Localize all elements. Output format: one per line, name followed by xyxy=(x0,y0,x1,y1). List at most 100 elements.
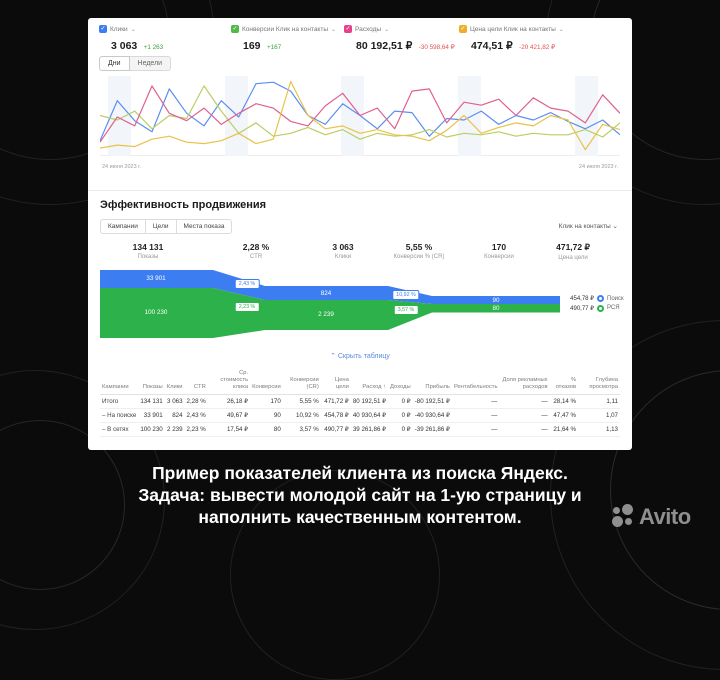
column-header[interactable]: Клики xyxy=(164,368,185,395)
tab-days[interactable]: Дни xyxy=(99,56,130,71)
table-cell: 454,78 ₽ xyxy=(320,408,351,423)
funnel-search-conversions: 90 xyxy=(492,296,500,304)
table-cell: 2,43 % xyxy=(184,408,208,423)
column-header[interactable]: Расход ↑ xyxy=(350,368,389,395)
weekend-band xyxy=(458,76,481,156)
table-cell: 33 901 xyxy=(138,408,165,423)
metric-value: 3 063 xyxy=(111,40,138,52)
series-line xyxy=(100,81,620,141)
section-divider xyxy=(88,190,632,191)
dashboard-screenshot: ✓ Клики ⌄ 3 063 +1 263 ✓ Конверсии Клик … xyxy=(88,18,632,450)
table-cell: 170 xyxy=(250,394,283,409)
table-cell: Итого xyxy=(100,394,139,409)
table-cell: – На поиске xyxy=(100,408,139,423)
stat-label: Конверсии xyxy=(484,254,514,260)
stat-value: 471,72 ₽ xyxy=(556,242,590,252)
stat-value: 5,55 % xyxy=(405,242,433,252)
column-header[interactable]: % отказов xyxy=(549,368,579,395)
chevron-down-icon[interactable]: ⌄ xyxy=(331,26,337,33)
table-row[interactable]: Итого 134 131 3 063 2,28 % 26,18 ₽170 5,55 % 4… xyxy=(100,394,620,409)
table-row[interactable]: – На поиске 33 901 824 2,43 % 49,67 ₽90 10,92… xyxy=(100,408,620,423)
column-header[interactable]: Ср. стоимость клика xyxy=(207,368,251,395)
stat-value: 170 xyxy=(491,242,507,252)
tab-weeks[interactable]: Недели xyxy=(129,56,172,71)
table-cell: 2 239 xyxy=(164,422,185,437)
chevron-down-icon[interactable]: ⌄ xyxy=(130,26,136,33)
column-header[interactable]: Прибыль xyxy=(412,368,452,395)
column-header[interactable]: CTR xyxy=(184,368,208,395)
chevron-down-icon[interactable]: ⌄ xyxy=(384,26,390,33)
weekend-band xyxy=(575,76,598,156)
table-cell: — xyxy=(451,394,500,409)
table-cell: -40 930,64 ₽ xyxy=(412,408,452,423)
metric-conversions: ✓ Конверсии Клик на контакты ⌄ 169 +167 xyxy=(231,25,336,54)
table-cell: — xyxy=(451,408,500,423)
chart-plot-area xyxy=(100,76,620,156)
metric-value: 474,51 ₽ xyxy=(471,40,513,52)
stat-value: 2,28 % xyxy=(242,242,270,252)
chevron-down-icon[interactable]: ⌄ xyxy=(558,26,564,33)
network-radio-icon[interactable] xyxy=(597,304,604,312)
column-header[interactable]: Глубина просмотра xyxy=(578,368,620,395)
funnel-chart: 33 901 100 230 2,43 % 2,23 % 824 2 239 1… xyxy=(100,270,624,350)
line-chart: 24 июня 2023 г. 24 июля 2023 г. xyxy=(100,76,620,170)
chart-series-lines xyxy=(100,80,620,151)
search-cpa-value: 454,78 ₽ xyxy=(570,296,594,302)
table-cell: 80 192,51 ₽ xyxy=(350,394,389,409)
x-axis-start-date: 24 июня 2023 г. xyxy=(102,164,142,170)
checkbox-goal-cost[interactable]: ✓ xyxy=(459,25,467,33)
metric-clicks: ✓ Клики ⌄ 3 063 +1 263 xyxy=(99,25,163,54)
table-cell: – В сетях xyxy=(100,422,139,437)
network-legend-label: РСЯ xyxy=(607,305,620,311)
metric-delta: -20 421,82 ₽ xyxy=(519,44,556,51)
tab-placements[interactable]: Места показа xyxy=(176,219,233,234)
series-line xyxy=(100,85,620,143)
ad-caption: Пример показателей клиента из поиска Янд… xyxy=(60,462,660,529)
stat-cr: 5,55 % Конверсии % (CR) xyxy=(384,242,454,262)
table-cell: 28,14 % xyxy=(549,394,579,409)
metric-delta: +1 263 xyxy=(143,44,164,51)
column-header[interactable]: Рентабельность xyxy=(451,368,500,395)
stat-label: Клики xyxy=(334,254,352,260)
tab-campaigns[interactable]: Кампании xyxy=(100,219,146,234)
column-header[interactable]: Кампании xyxy=(100,368,139,395)
column-header[interactable]: Доходы xyxy=(388,368,413,395)
hide-table-link[interactable]: ⌃ Скрыть таблицу xyxy=(330,353,390,360)
section-title: Эффективность продвижения xyxy=(100,199,267,211)
table-row[interactable]: – В сетях 100 230 2 239 2,23 % 17,54 ₽80 3,57… xyxy=(100,422,620,437)
table-cell: 3,57 % xyxy=(282,422,321,437)
tab-goals[interactable]: Цели xyxy=(145,219,177,234)
funnel-network-impressions: 100 230 xyxy=(144,309,168,316)
funnel-shapes xyxy=(100,270,560,338)
checkbox-clicks[interactable]: ✓ xyxy=(99,25,107,33)
stat-label: Конверсии % (CR) xyxy=(393,254,445,260)
metric-value: 80 192,51 ₽ xyxy=(356,40,413,52)
column-header[interactable]: Конверсии xyxy=(250,368,283,395)
column-header[interactable]: Доля рекламных расходов xyxy=(499,368,550,395)
table-cell: 2,23 % xyxy=(184,422,208,437)
goal-selector-dropdown[interactable]: Клик на контакты ⌄ xyxy=(558,223,618,230)
table-cell: 5,55 % xyxy=(282,394,321,409)
series-line xyxy=(100,85,620,140)
period-tabs: Дни Недели xyxy=(99,56,172,71)
metric-delta: +167 xyxy=(266,44,282,51)
weekend-band xyxy=(108,76,131,156)
stat-value: 3 063 xyxy=(332,242,354,252)
table-cell: 0 ₽ xyxy=(388,408,413,423)
caption-line: Задача: вывести молодой сайт на 1-ую стр… xyxy=(138,485,582,506)
column-header[interactable]: Показы xyxy=(138,368,165,395)
checkbox-costs[interactable]: ✓ xyxy=(344,25,352,33)
checkbox-conversions[interactable]: ✓ xyxy=(231,25,239,33)
column-header[interactable]: Цена цели xyxy=(320,368,351,395)
series-line xyxy=(100,80,620,151)
table-cell: — xyxy=(499,408,550,423)
x-axis-end-date: 24 июля 2023 г. xyxy=(578,164,618,170)
table-cell: -80 192,51 ₽ xyxy=(412,394,452,409)
funnel-legend-network: 490,77 ₽ РСЯ xyxy=(562,304,620,312)
search-radio-icon[interactable] xyxy=(597,295,604,302)
metric-goal-cost: ✓ Цена цели Клик на контакты ⌄ 474,51 ₽ … xyxy=(459,25,564,54)
avito-wordmark: Avito xyxy=(639,504,691,529)
column-header[interactable]: Конверсии (CR) xyxy=(282,368,321,395)
table-cell: 21,64 % xyxy=(549,422,579,437)
metric-label: Клики xyxy=(110,25,128,33)
